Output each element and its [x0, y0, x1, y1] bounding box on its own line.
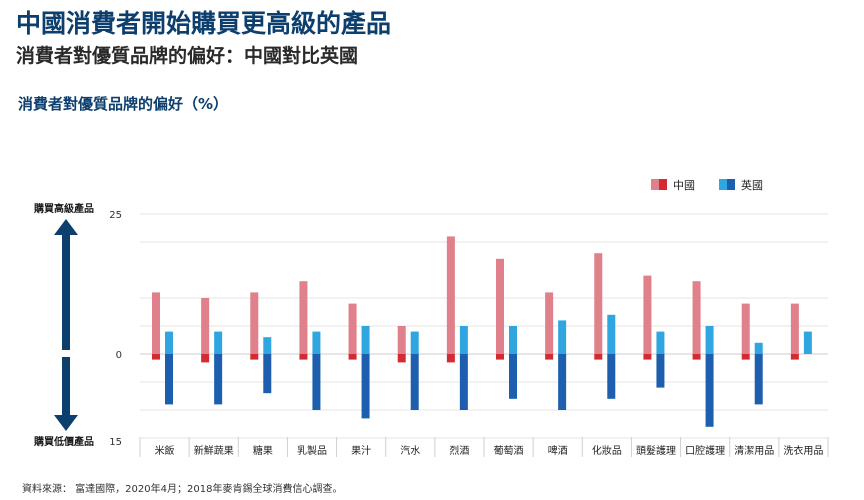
bar-uk-down-5	[410, 354, 419, 410]
category-label-8: 啤酒	[548, 445, 568, 457]
bar-china-up-9	[594, 253, 603, 354]
category-label-3: 乳製品	[297, 444, 327, 457]
legend-label-china: 中國	[673, 179, 695, 192]
category-label-7: 葡萄酒	[494, 444, 524, 457]
bar-china-up-1	[201, 298, 210, 354]
bar-china-down-5	[397, 354, 406, 363]
category-label-9: 化妝品	[592, 444, 622, 457]
bar-china-down-1	[201, 354, 210, 363]
category-label-10: 頭髮護理	[636, 444, 676, 457]
bar-china-down-2	[250, 354, 259, 360]
bar-china-up-11	[692, 281, 701, 354]
bar-uk-down-11	[705, 354, 714, 427]
bar-uk-up-12	[754, 342, 763, 354]
bar-uk-down-8	[558, 354, 567, 410]
page-title: 中國消費者開始購買更高級的產品	[16, 9, 392, 38]
bar-china-down-11	[692, 354, 701, 360]
bar-china-up-13	[790, 303, 799, 354]
down-arrow-icon	[54, 415, 78, 431]
category-label-12: 清潔用品	[734, 444, 774, 457]
bar-uk-up-6	[459, 326, 468, 354]
bar-uk-up-1	[214, 331, 223, 354]
bar-china-down-7	[496, 354, 504, 360]
bar-china-up-8	[545, 292, 554, 354]
down-arrow-shaft	[62, 357, 70, 417]
lower-side-label: 購買低價產品	[33, 435, 94, 448]
bar-uk-up-0	[165, 331, 173, 354]
bar-uk-up-8	[558, 320, 567, 354]
legend-label-uk: 英國	[741, 178, 763, 192]
upper-side-label: 購買高級產品	[33, 202, 94, 215]
bar-china-down-8	[545, 354, 554, 360]
y-tick-zero: 0	[116, 350, 122, 361]
chart-title: 消費者對優質品牌的偏好（%）	[18, 95, 229, 113]
bar-uk-down-6	[459, 354, 468, 410]
legend-swatch-china-dark	[659, 179, 667, 190]
bar-china-up-10	[643, 275, 652, 354]
bar-uk-down-12	[754, 354, 763, 405]
bar-uk-up-5	[410, 331, 419, 354]
bar-china-down-0	[152, 354, 160, 360]
bar-uk-up-13	[803, 331, 812, 354]
up-arrow-icon	[54, 219, 78, 235]
bar-uk-up-11	[705, 326, 714, 354]
bar-uk-up-4	[361, 326, 370, 354]
bar-china-down-9	[594, 354, 603, 360]
bar-china-up-2	[250, 292, 259, 354]
bar-uk-up-7	[509, 326, 517, 354]
bar-china-down-6	[446, 354, 455, 363]
y-tick-top: 25	[109, 210, 122, 221]
legend-swatch-uk-light	[719, 179, 727, 190]
bar-uk-down-0	[165, 354, 173, 405]
category-label-13: 洗衣用品	[783, 444, 823, 457]
bar-china-up-4	[348, 303, 357, 354]
bar-china-down-12	[741, 354, 750, 360]
bar-china-up-5	[397, 326, 406, 354]
bar-china-down-4	[348, 354, 357, 360]
category-label-1: 新鮮蔬果	[194, 444, 234, 457]
bar-uk-down-4	[361, 354, 370, 419]
bar-china-up-3	[299, 281, 308, 354]
category-label-2: 糖果	[253, 444, 273, 457]
page-subtitle: 消費者對優質品牌的偏好：中國對比英國	[16, 45, 359, 67]
bar-uk-down-10	[656, 354, 665, 388]
bar-uk-down-7	[509, 354, 517, 399]
bar-uk-down-2	[263, 354, 272, 394]
category-label-6: 烈酒	[449, 445, 469, 457]
bar-uk-up-10	[656, 331, 665, 354]
bar-china-up-6	[446, 236, 455, 354]
category-label-5: 汽水	[400, 444, 420, 457]
up-arrow-shaft	[62, 233, 70, 350]
bar-china-down-13	[790, 354, 799, 360]
bar-uk-up-9	[607, 314, 616, 354]
bar-china-up-7	[496, 258, 504, 354]
category-label-4: 果汁	[351, 444, 371, 457]
bar-uk-down-9	[607, 354, 616, 399]
source-note: 資料來源： 富達國際，2020年4月；2018年麥肯錫全球消費信心調查。	[22, 484, 343, 495]
bar-china-down-10	[643, 354, 652, 360]
bar-china-up-12	[741, 303, 750, 354]
y-tick-bottom: 15	[109, 437, 122, 448]
legend-swatch-china-light	[651, 179, 659, 190]
bar-china-up-0	[152, 292, 160, 354]
legend-swatch-uk-dark	[727, 179, 735, 190]
bar-uk-down-1	[214, 354, 223, 405]
bar-uk-up-3	[312, 331, 321, 354]
category-label-0: 米飯	[155, 444, 175, 457]
bar-uk-up-2	[263, 337, 272, 354]
category-label-11: 口腔護理	[685, 444, 725, 457]
bar-china-down-3	[299, 354, 308, 360]
bar-uk-down-3	[312, 354, 321, 410]
